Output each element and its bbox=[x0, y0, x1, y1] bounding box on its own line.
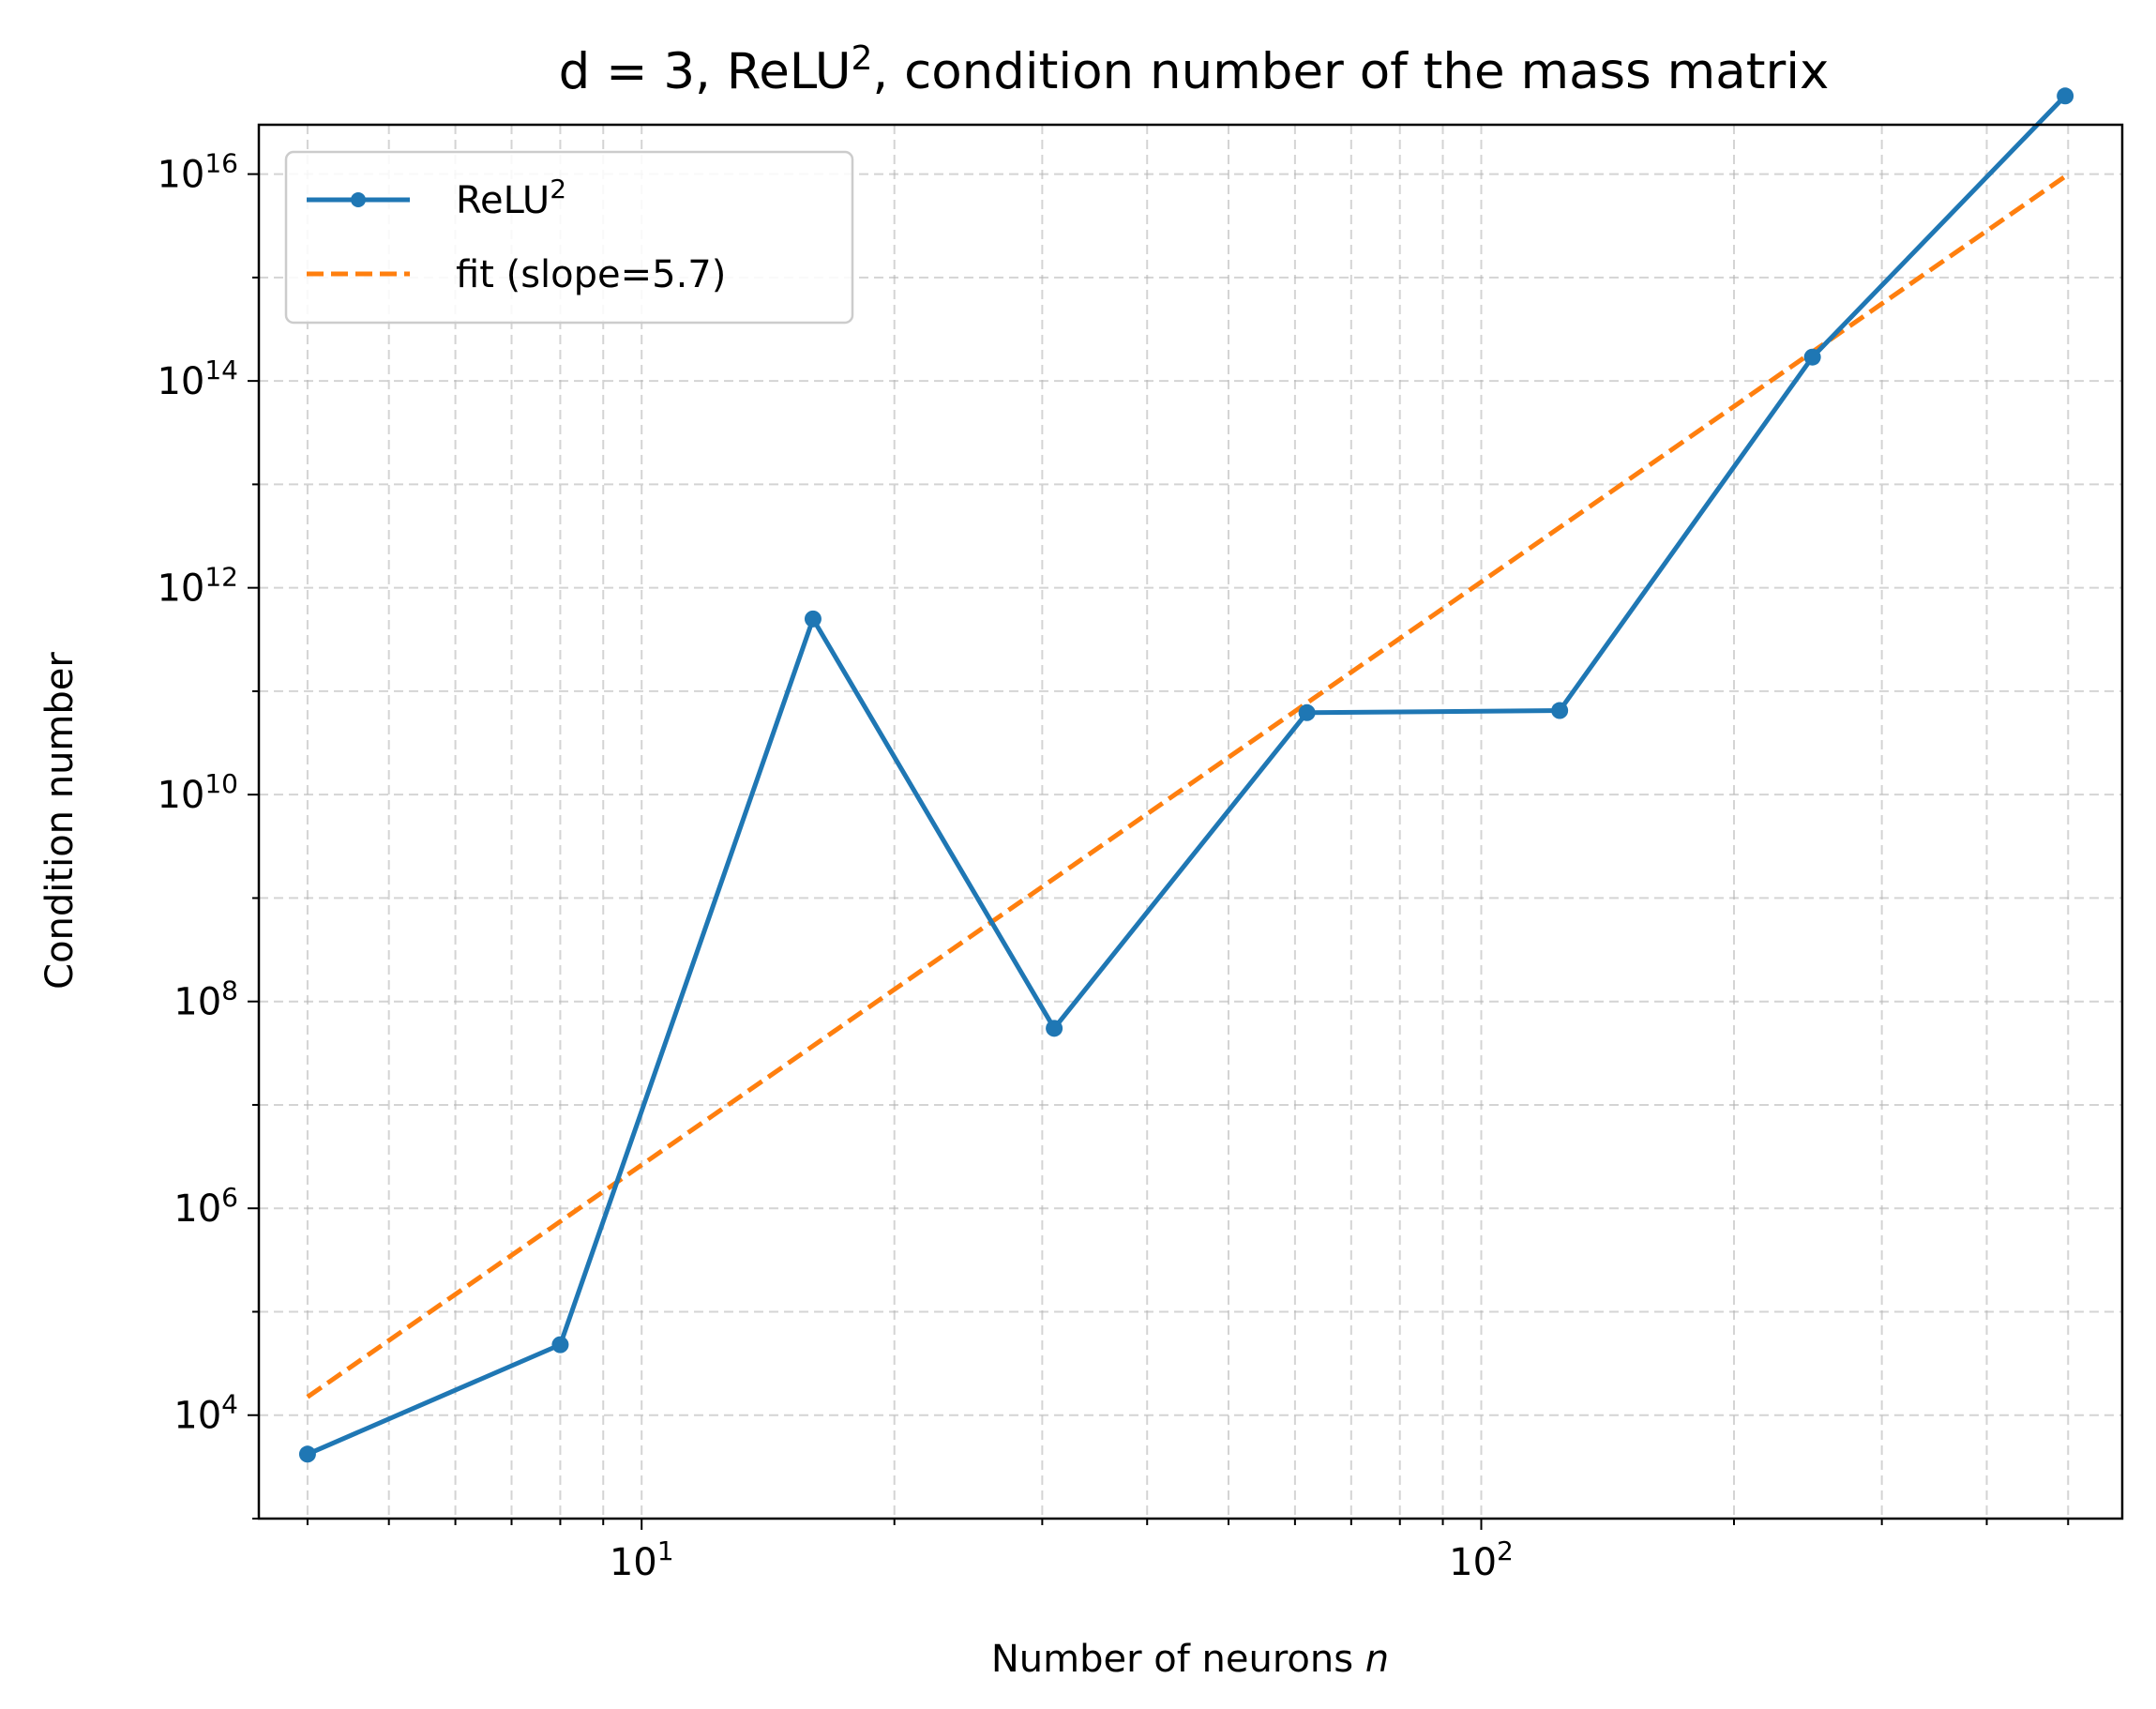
y-tick-label: 1016 bbox=[157, 147, 238, 197]
relu2-point bbox=[1551, 702, 1569, 719]
chart-title: d = 3, ReLU2, condition number of the ma… bbox=[559, 39, 1830, 101]
x-tick-label: 101 bbox=[610, 1535, 674, 1585]
relu2-point bbox=[2057, 87, 2074, 105]
relu2-point bbox=[551, 1336, 569, 1354]
y-tick-label: 108 bbox=[173, 975, 238, 1024]
relu2-point bbox=[298, 1445, 316, 1463]
y-tick-label: 104 bbox=[173, 1388, 238, 1438]
legend-marker-relu2 bbox=[351, 192, 366, 207]
relu2-point bbox=[1298, 703, 1316, 721]
x-axis-label: Number of neurons n bbox=[991, 1638, 1389, 1681]
y-axis-label: Condition number bbox=[38, 652, 82, 990]
grid bbox=[259, 125, 2122, 1520]
y-tick-label: 1014 bbox=[157, 355, 238, 404]
y-tick-label: 1012 bbox=[157, 561, 238, 611]
relu2-point bbox=[1046, 1020, 1063, 1037]
plot-frame bbox=[257, 123, 2124, 1520]
relu2-line bbox=[306, 94, 2067, 1457]
relu2-point bbox=[1803, 348, 1821, 366]
legend: ReLU2 fit (slope=5.7) bbox=[284, 150, 854, 325]
chart-title-superscript: 2 bbox=[852, 39, 873, 78]
x-axis-label-variable: n bbox=[1365, 1638, 1389, 1681]
y-tick-label: 106 bbox=[173, 1182, 238, 1232]
legend-box bbox=[284, 150, 854, 325]
y-tick-label: 1010 bbox=[157, 768, 238, 818]
series bbox=[298, 87, 2074, 1463]
fit-line bbox=[306, 174, 2067, 1399]
ticks: 101 102 104 106 108 1010 1012 1014 1016 bbox=[157, 147, 2070, 1585]
legend-label-fit: fit (slope=5.7) bbox=[456, 253, 726, 296]
relu2-point bbox=[804, 610, 822, 628]
legend-label-relu2: ReLU2 bbox=[456, 174, 566, 223]
x-tick-label: 102 bbox=[1449, 1535, 1514, 1585]
legend-label-relu2-superscript: 2 bbox=[550, 174, 566, 204]
